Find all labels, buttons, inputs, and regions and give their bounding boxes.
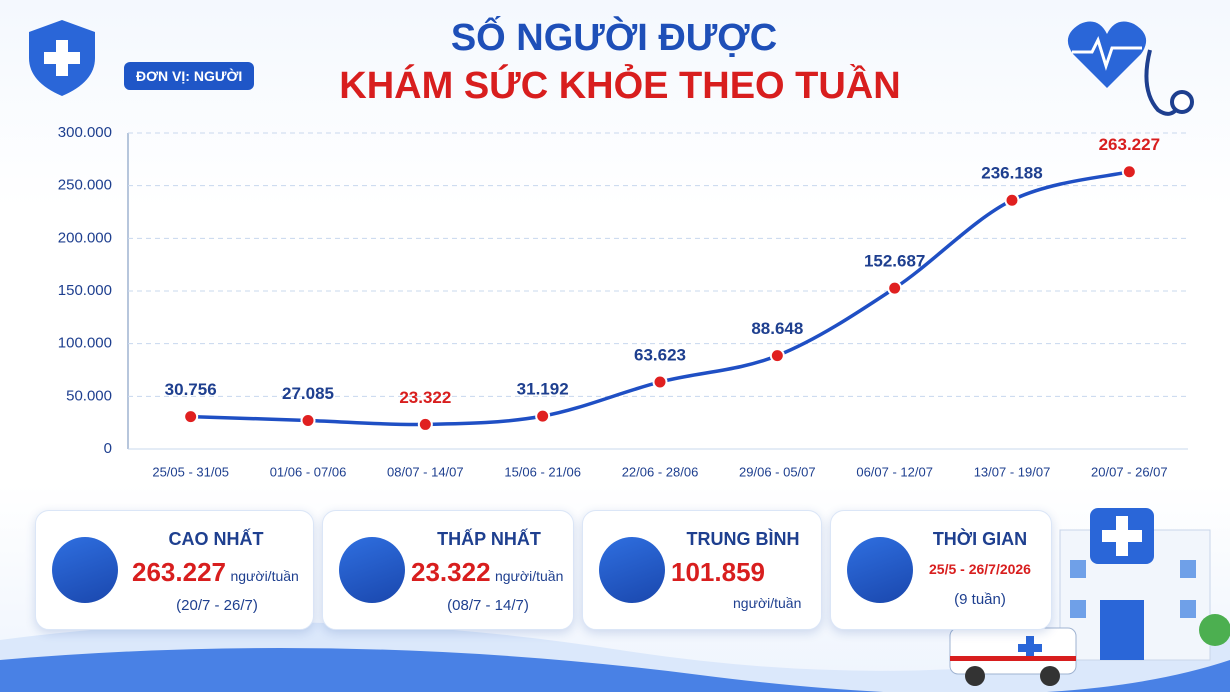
data-point <box>887 280 903 296</box>
data-point <box>417 416 433 432</box>
data-point <box>300 412 316 428</box>
unit-badge: ĐƠN VỊ: NGƯỜI <box>124 62 255 90</box>
card-icon <box>599 537 665 603</box>
card-title: CAO NHẤT <box>168 529 264 549</box>
x-tick-label: 29/06 - 05/07 <box>739 464 816 479</box>
card-title: TRUNG BÌNH <box>686 529 800 549</box>
y-tick-label: 50.000 <box>66 387 112 404</box>
card-unit: người/tuần <box>494 568 564 584</box>
card-icon <box>52 537 118 603</box>
x-tick-label: 08/07 - 14/07 <box>387 464 464 479</box>
x-tick-label: 01/06 - 07/06 <box>270 464 347 479</box>
ambulance <box>949 620 1077 686</box>
value-label: 152.687 <box>864 252 925 271</box>
y-tick-label: 0 <box>104 440 112 457</box>
card-value: 263.227 <box>132 557 226 587</box>
value-label: 236.188 <box>981 164 1042 183</box>
value-label: 30.756 <box>165 380 217 399</box>
x-tick-label: 22/06 - 28/06 <box>622 464 699 479</box>
card-unit: người/tuần <box>733 595 802 611</box>
card-icon <box>847 537 913 603</box>
shield-icon <box>29 20 95 96</box>
card-detail: (08/7 - 14/7) <box>447 597 529 614</box>
x-tick-label: 20/07 - 26/07 <box>1091 464 1168 479</box>
bottom-wave <box>0 648 1230 692</box>
y-tick-label: 100.000 <box>58 335 112 352</box>
x-tick-label: 06/07 - 12/07 <box>856 464 933 479</box>
y-tick-label: 150.000 <box>58 282 112 299</box>
building <box>1059 508 1230 661</box>
card-value-row: 23.322 người/tuần <box>411 557 563 588</box>
stat-card: CAO NHẤT 263.227 người/tuần (20/7 - 26/7… <box>35 510 314 630</box>
value-label: 31.192 <box>517 380 569 399</box>
card-value-row: 263.227 người/tuần <box>132 557 312 588</box>
value-label: 23.322 <box>399 388 451 407</box>
y-tick-label: 200.000 <box>58 229 112 246</box>
stat-card: TRUNG BÌNH 101.859 người/tuần <box>582 510 822 630</box>
value-label: 27.085 <box>282 384 334 403</box>
card-title: THẤP NHẤT <box>437 529 541 549</box>
data-point <box>652 374 668 390</box>
chart-title: SỐ NGƯỜI ĐƯỢC <box>451 14 777 59</box>
card-detail: (20/7 - 26/7) <box>176 597 258 614</box>
data-point <box>1004 192 1020 208</box>
card-icon <box>339 537 405 603</box>
stat-card: THỜI GIAN 25/5 - 26/7/2026 (9 tuần) <box>830 510 1052 630</box>
data-point <box>1121 164 1137 180</box>
data-line <box>188 169 1132 427</box>
x-tick-label: 25/05 - 31/05 <box>152 464 229 479</box>
value-label: 88.648 <box>751 319 803 338</box>
y-tick-label: 250.000 <box>58 177 112 194</box>
chart-title: KHÁM SỨC KHỎE THEO TUẦN <box>339 63 900 107</box>
data-point <box>183 409 199 425</box>
card-value: 25/5 - 26/7/2026 <box>929 561 1031 577</box>
x-tick-label: 15/06 - 21/06 <box>504 464 581 479</box>
card-detail: (9 tuần) <box>954 591 1006 608</box>
stat-card: THẤP NHẤT 23.322 người/tuần (08/7 - 14/7… <box>322 510 574 630</box>
card-title: THỜI GIAN <box>932 529 1028 549</box>
card-unit: người/tuần <box>230 568 299 584</box>
card-value: 23.322 <box>411 557 491 587</box>
heart-icon <box>1067 21 1194 116</box>
data-point <box>769 348 785 364</box>
value-label: 263.227 <box>1099 135 1160 154</box>
value-label: 63.623 <box>634 345 686 364</box>
data-point <box>535 408 551 424</box>
card-value: 101.859 <box>671 557 765 587</box>
x-tick-label: 13/07 - 19/07 <box>974 464 1051 479</box>
y-tick-label: 300.000 <box>58 124 112 141</box>
